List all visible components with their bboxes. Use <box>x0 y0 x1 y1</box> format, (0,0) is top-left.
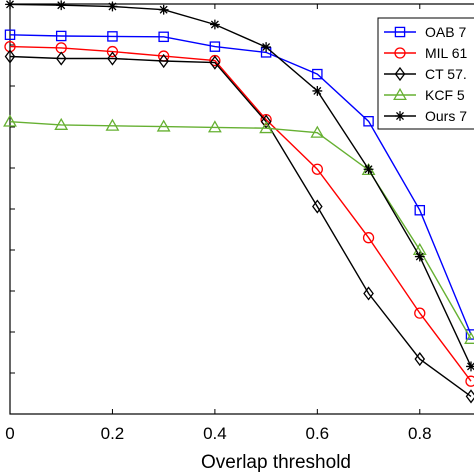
axes: 0 0.2 0.4 0.6 0.8 <box>5 4 432 443</box>
data-point <box>394 66 406 82</box>
data-point <box>363 286 374 301</box>
data-point <box>55 51 67 66</box>
data-point <box>158 53 169 69</box>
data-point <box>312 86 323 96</box>
data-point <box>207 120 222 133</box>
data-point <box>54 117 69 130</box>
data-point <box>5 0 15 10</box>
series-line <box>9 55 472 397</box>
data-point <box>363 164 374 175</box>
data-point <box>158 4 169 15</box>
legend: OAB 7 MIL 61 CT 57. KCF 5 Ours 7 <box>377 17 474 130</box>
data-point <box>107 51 118 66</box>
data-point <box>3 114 17 127</box>
data-point <box>105 118 120 131</box>
data-point <box>209 19 220 30</box>
data-point <box>393 87 407 100</box>
x-tick-label: 0 <box>5 424 14 443</box>
series-asterisk <box>5 0 474 372</box>
data-point <box>414 204 426 216</box>
series-line <box>9 34 472 335</box>
x-tick-label: 0.2 <box>101 424 125 443</box>
data-point <box>312 68 323 80</box>
data-point <box>261 42 272 52</box>
data-point <box>414 307 426 319</box>
x-tick-label: 0.8 <box>408 424 432 443</box>
series-line <box>9 121 472 340</box>
data-point <box>414 351 426 367</box>
series-square <box>4 29 474 340</box>
data-point <box>107 1 118 12</box>
data-point <box>209 41 221 52</box>
data-point <box>465 375 474 387</box>
legend-label: Ours 7 <box>425 108 467 124</box>
data-point <box>394 47 406 59</box>
data-point <box>55 30 67 42</box>
x-tick-label: 0.6 <box>306 424 330 443</box>
data-point <box>466 361 474 372</box>
series-line <box>9 3 472 367</box>
data-point <box>106 45 119 58</box>
data-point <box>4 49 16 64</box>
data-point <box>465 329 474 340</box>
data-point <box>395 111 405 121</box>
data-point <box>414 251 425 262</box>
series-group <box>3 0 474 404</box>
series-diamond <box>4 49 474 404</box>
data-point <box>158 31 169 43</box>
legend-label: MIL 61 <box>425 45 467 61</box>
legend-label: OAB 7 <box>425 24 466 40</box>
data-point <box>311 163 323 175</box>
data-point <box>465 389 474 404</box>
data-point <box>107 31 118 42</box>
x-tick-label: 0.4 <box>203 424 227 443</box>
data-point <box>156 119 171 132</box>
data-point <box>362 232 375 244</box>
series-line <box>9 45 472 382</box>
data-point <box>310 125 325 138</box>
x-axis-label: Overlap threshold <box>201 452 351 473</box>
data-point <box>363 116 374 127</box>
data-point <box>4 40 16 53</box>
data-point <box>394 26 406 38</box>
data-point <box>259 121 274 134</box>
legend-label: KCF 5 <box>425 87 465 103</box>
data-point <box>56 0 67 11</box>
data-point <box>209 55 221 70</box>
legend-label: CT 57. <box>425 66 467 82</box>
data-point <box>4 29 16 40</box>
data-point <box>312 199 323 214</box>
